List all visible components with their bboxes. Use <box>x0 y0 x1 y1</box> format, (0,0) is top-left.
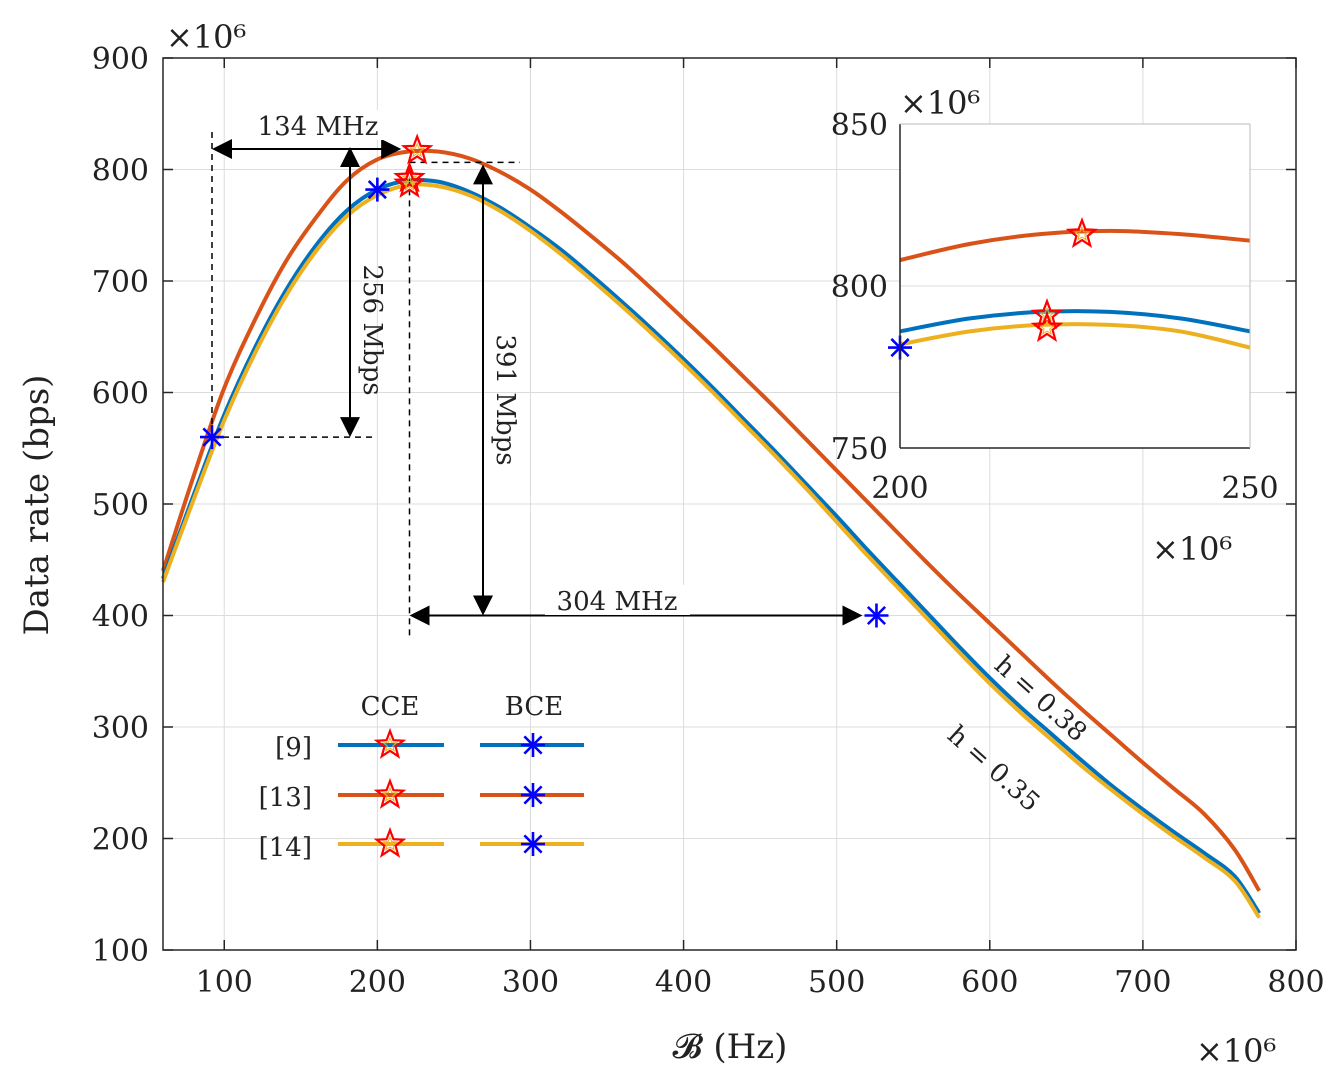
cce-marker-ref13 <box>400 133 434 165</box>
rate2-label: 391 Mbps <box>490 334 520 465</box>
cce-marker-ref14 <box>393 166 426 198</box>
x-tick-label-700: 700 <box>1114 965 1171 1000</box>
inset-axes <box>899 123 1251 449</box>
x-tick-label-200: 200 <box>349 965 406 1000</box>
y-tick-label-800: 800 <box>92 154 149 189</box>
y-tick-label-500: 500 <box>92 488 149 523</box>
inset-zoom-plot: 750 800 850 200 250 ×10⁶ ×10⁶ <box>831 84 1279 568</box>
x-multiplier: ×10⁶ <box>1196 1032 1276 1070</box>
legend-asterisk-ref14 <box>521 832 545 856</box>
main-axes <box>162 57 1297 951</box>
x-axis-label: 𝓑 (Hz) <box>673 1027 788 1067</box>
x-tick-label-300: 300 <box>502 965 559 1000</box>
legend-col-cce: CCE <box>361 692 420 722</box>
inset-y-tick-label-800: 800 <box>831 270 888 305</box>
inset-y-tick-label-750: 750 <box>831 432 888 467</box>
main-series-lines <box>161 148 1261 919</box>
legend-asterisk-ref9 <box>521 733 545 757</box>
y-tick-label-200: 200 <box>92 823 149 858</box>
inset-x-tick-label-250: 250 <box>1221 471 1278 506</box>
rate1-label: 256 Mbps <box>357 264 387 395</box>
y-tick-label-300: 300 <box>92 711 149 746</box>
legend-star-ref14 <box>373 826 407 858</box>
cce-marker-ref9 <box>393 161 426 193</box>
series-line-ref13 <box>161 148 1261 892</box>
inset-y-multiplier: ×10⁶ <box>900 84 980 122</box>
x-tick-label-500: 500 <box>808 965 865 1000</box>
y-tick-label-600: 600 <box>92 377 149 412</box>
y-tick-label-400: 400 <box>92 600 149 635</box>
legend-star-ref9 <box>373 727 407 759</box>
legend: CCE BCE [9] [13] [14] <box>259 692 584 863</box>
main-markers <box>199 133 889 628</box>
legend-asterisk-ref13 <box>521 783 545 807</box>
legend-col-bce: BCE <box>505 692 563 722</box>
bce-marker-0 <box>199 425 224 450</box>
h035-label: h = 0.35 <box>941 720 1045 818</box>
inset-cce-marker-2 <box>1030 310 1064 342</box>
y-axis-label: Data rate (bps) <box>17 375 57 636</box>
x-tick-label-400: 400 <box>655 965 712 1000</box>
bce-marker-2 <box>864 603 889 628</box>
bce-marker-1 <box>365 177 390 202</box>
bw2-label: 304 MHz <box>557 587 678 617</box>
legend-label-ref14: [14] <box>259 833 312 863</box>
legend-label-ref9: [9] <box>275 733 312 763</box>
y-tick-label-900: 900 <box>92 42 149 77</box>
series-line-ref14 <box>161 182 1261 919</box>
series-line-ref9 <box>161 177 1261 915</box>
main-tick-labels: 100 200 300 400 500 600 700 800 100 200 300 400 500 6… <box>92 42 1325 1000</box>
inset-y-tick-label-850: 850 <box>831 108 888 143</box>
inset-series-line-ref9 <box>899 309 1251 334</box>
y-tick-label-100: 100 <box>92 934 149 969</box>
y-tick-label-700: 700 <box>92 265 149 300</box>
inset-series-line-ref14 <box>899 322 1251 350</box>
x-tick-label-600: 600 <box>961 965 1018 1000</box>
bw1-label: 134 MHz <box>258 112 379 142</box>
x-tick-label-800: 800 <box>1267 965 1324 1000</box>
inset-x-multiplier: ×10⁶ <box>1152 530 1232 568</box>
x-tick-label-100: 100 <box>196 965 253 1000</box>
inset-x-tick-label-200: 200 <box>871 471 928 506</box>
legend-star-ref13 <box>373 777 407 809</box>
annotation-guides <box>211 132 863 640</box>
bw2-label-bg <box>545 585 690 615</box>
inset-tick-labels: 750 800 850 200 250 <box>831 108 1279 506</box>
legend-marks <box>338 727 584 858</box>
y-multiplier: ×10⁶ <box>166 18 246 56</box>
inset-cce-marker-0 <box>1065 217 1099 249</box>
bw1-label-bg <box>248 110 388 140</box>
legend-label-ref13: [13] <box>259 783 312 813</box>
